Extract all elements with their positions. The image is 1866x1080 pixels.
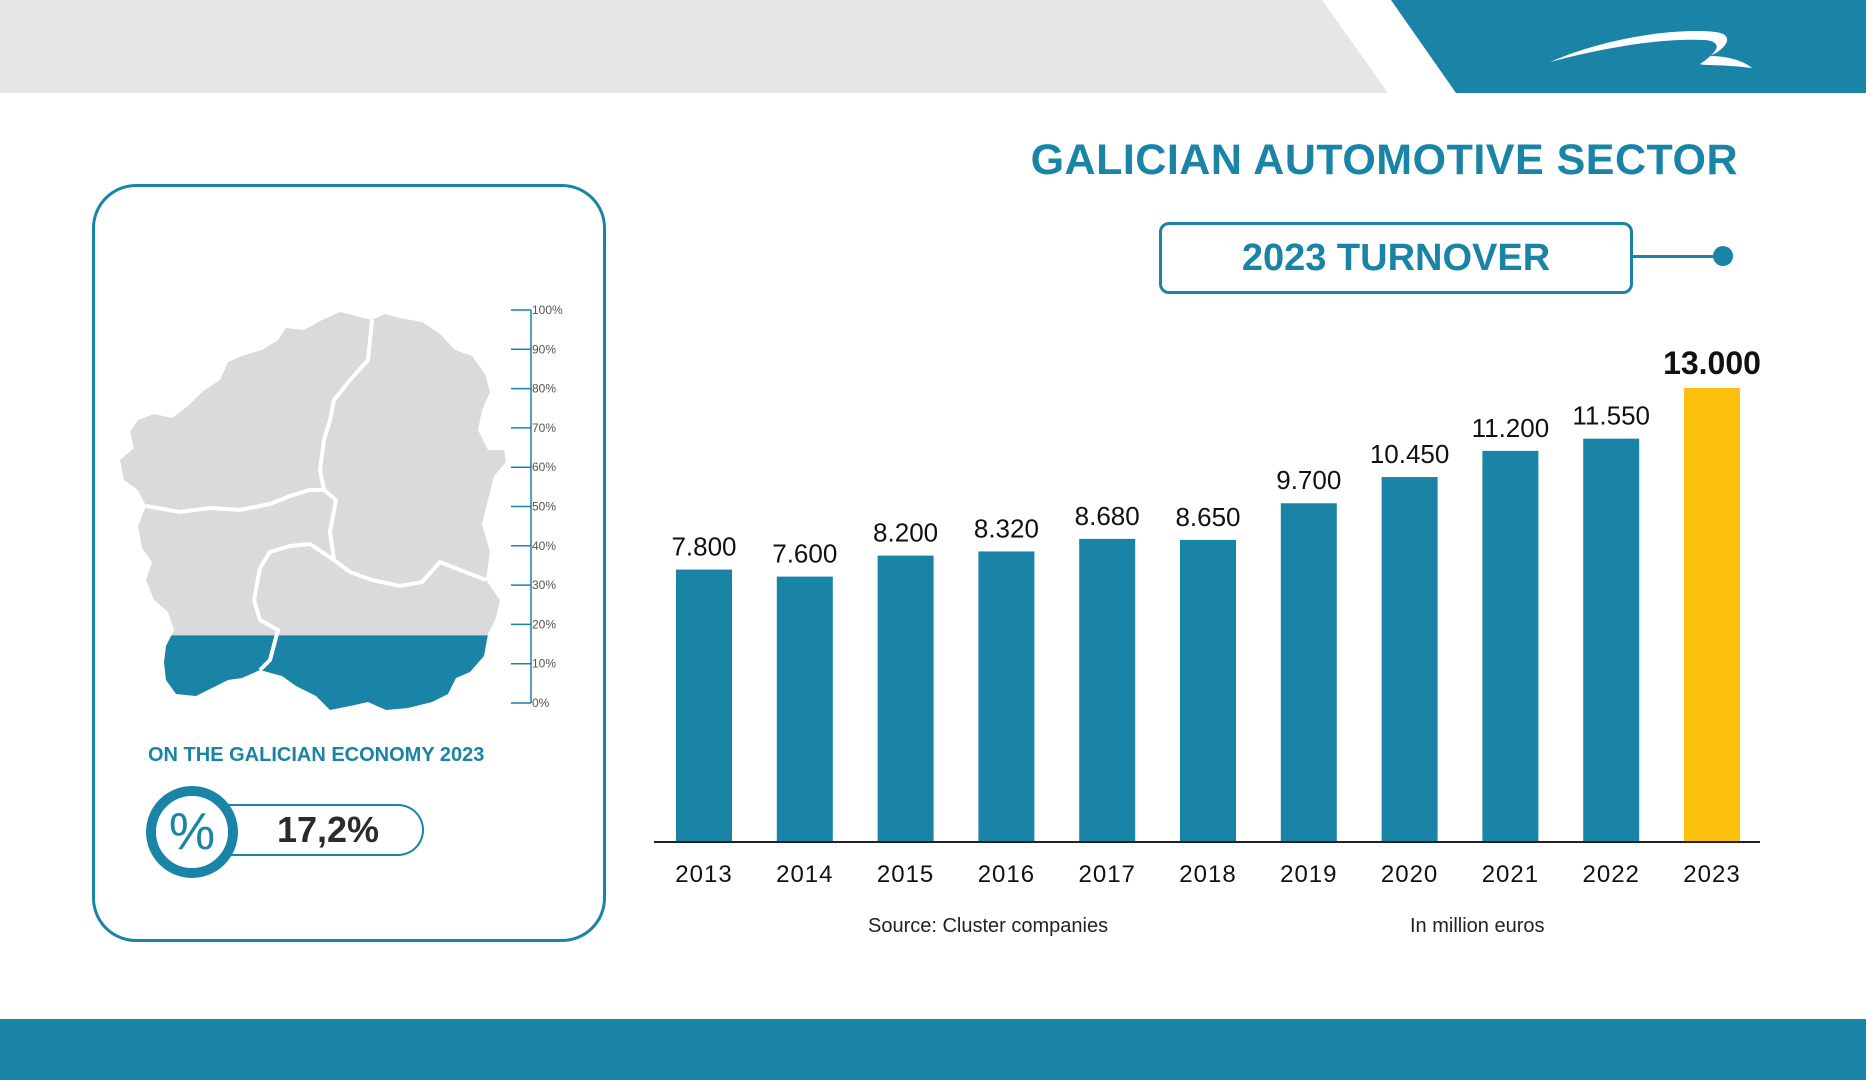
bar-value-label: 11.550 xyxy=(1572,401,1650,431)
bottom-banner xyxy=(0,1019,1866,1080)
bar-value-label: 8.680 xyxy=(1075,501,1140,531)
turnover-bar-chart: 7.800 2013 7.600 2014 8.200 2015 8.320 2016 8.68… xyxy=(654,345,1761,888)
scale-tick-label: 10% xyxy=(532,657,556,671)
x-tick-label: 2014 xyxy=(776,861,833,888)
scale-tick-label: 30% xyxy=(532,578,556,592)
x-tick-label: 2018 xyxy=(1179,861,1236,888)
bar-2018 xyxy=(1180,539,1236,842)
scale-tick-label: 70% xyxy=(532,421,556,435)
scale-tick-label: 80% xyxy=(532,382,556,396)
x-tick-label: 2023 xyxy=(1683,861,1740,888)
scale-tick-label: 60% xyxy=(532,460,556,474)
bar-value-label: 11.200 xyxy=(1472,413,1550,443)
x-tick-label: 2015 xyxy=(877,861,934,888)
x-tick-label: 2020 xyxy=(1381,861,1438,888)
bar-value-label: 8.200 xyxy=(873,518,938,548)
galicia-map-figure: 100% 90% 80% 70% 60% 50% 40% 30% 20% 10% 0% xyxy=(120,303,563,710)
bar-value-label: 13.000 xyxy=(1663,345,1761,381)
badge-connector-dot xyxy=(1713,246,1733,266)
bar-value-label: 8.320 xyxy=(974,513,1039,543)
source-note: Source: Cluster companies xyxy=(868,915,1109,937)
economy-card xyxy=(92,184,606,942)
turnover-badge: 2023 TURNOVER xyxy=(1159,222,1633,294)
percent-icon: % xyxy=(146,786,238,878)
galicia-provinces xyxy=(120,312,506,710)
x-tick-label: 2016 xyxy=(978,861,1035,888)
grey-banner-strip xyxy=(0,0,1388,93)
scale-tick-label: 40% xyxy=(532,539,556,553)
bar-2019 xyxy=(1280,503,1337,842)
scale-tick-label: 100% xyxy=(532,303,563,317)
teal-banner-strip xyxy=(1391,0,1866,93)
scale-tick-label: 0% xyxy=(532,696,550,710)
bar-2013 xyxy=(676,569,732,842)
percent-scale: 100% 90% 80% 70% 60% 50% 40% 30% 20% 10% 0% xyxy=(511,303,563,710)
province-borders xyxy=(145,319,487,672)
bar-value-label: 9.700 xyxy=(1276,465,1341,495)
x-tick-label: 2017 xyxy=(1079,861,1136,888)
map-filled-share xyxy=(120,635,506,710)
top-banner xyxy=(0,0,1866,93)
bar-2017 xyxy=(1079,538,1136,842)
x-tick-label: 2013 xyxy=(675,861,732,888)
bar-value-label: 7.600 xyxy=(772,539,837,569)
bar-value-label: 10.450 xyxy=(1370,439,1450,469)
x-tick-label: 2019 xyxy=(1280,861,1337,888)
bar-value-label: 7.800 xyxy=(671,532,736,562)
x-tick-label: 2021 xyxy=(1482,861,1539,888)
bar-value-label: 8.650 xyxy=(1175,502,1240,532)
bar-2021 xyxy=(1482,450,1539,842)
unit-note: In million euros xyxy=(1410,915,1545,937)
economy-share-label: ON THE GALICIAN ECONOMY 2023 xyxy=(148,744,485,766)
bar-2023 xyxy=(1684,388,1740,842)
swoosh-logo-icon xyxy=(1550,31,1752,68)
bar-2014 xyxy=(776,576,833,842)
bar-2020 xyxy=(1381,477,1438,842)
scale-tick-label: 90% xyxy=(532,342,556,356)
scale-tick-label: 20% xyxy=(532,617,556,631)
x-tick-label: 2022 xyxy=(1583,861,1640,888)
bar-2015 xyxy=(877,555,934,842)
economy-share-value: 17,2% xyxy=(200,804,424,856)
badge-connector-line xyxy=(1633,255,1723,258)
page-title: GALICIAN AUTOMOTIVE SECTOR xyxy=(1030,136,1738,184)
scale-tick-label: 50% xyxy=(532,500,556,514)
bar-2016 xyxy=(978,551,1035,842)
bar-2022 xyxy=(1583,438,1640,842)
